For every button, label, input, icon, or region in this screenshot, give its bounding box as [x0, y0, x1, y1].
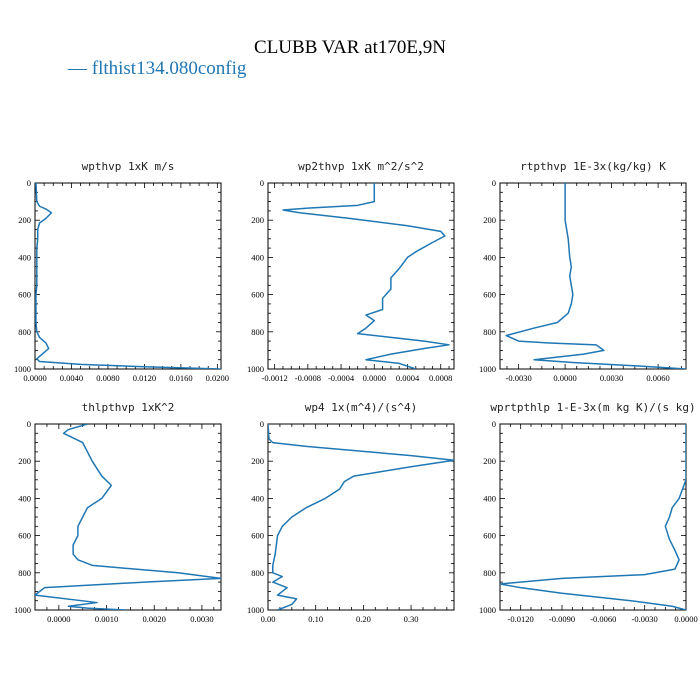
- y-tick-label: 0: [27, 178, 31, 188]
- x-tick-label: -0.0004: [328, 373, 355, 383]
- page-title: CLUBB VAR at170E,9N: [254, 37, 446, 58]
- x-tick-label: -0.0008: [295, 373, 321, 383]
- plot-frame: [34, 182, 222, 370]
- y-tick-label: 400: [483, 252, 496, 262]
- panel-3: rtpthvp 1E-3x(kg/kg) K 0 200 400 600 800 1000-…: [479, 160, 687, 383]
- y-tick-label: 600: [483, 531, 496, 541]
- x-tick-label: 0.00: [261, 614, 276, 624]
- x-tick-label: -0.0090: [549, 614, 575, 624]
- x-tick-label: -0.0012: [262, 373, 288, 383]
- x-tick-label: 0.30: [404, 614, 419, 624]
- series-line: [500, 424, 686, 610]
- y-tick-label: 0: [27, 419, 31, 429]
- x-tick-label: -0.0120: [508, 614, 534, 624]
- x-tick-label: 0.0000: [23, 373, 46, 383]
- x-tick-label: 0.0030: [190, 614, 213, 624]
- y-tick-label: 400: [18, 493, 31, 503]
- y-tick-label: 400: [251, 252, 264, 262]
- panel-2: wp2thvp 1xK m^2/s^202004006008001000-0.0…: [247, 160, 455, 383]
- x-tick-label: 0.0000: [363, 373, 386, 383]
- panel-title: wp2thvp 1xK m^2/s^2: [298, 160, 424, 173]
- y-tick-label: 1000: [479, 605, 496, 615]
- x-tick-label: 0.0004: [396, 373, 420, 383]
- y-tick-label: 800: [251, 327, 264, 337]
- x-tick-label: 0.0120: [133, 373, 156, 383]
- y-tick-label: 1000: [14, 364, 31, 374]
- series-line: [35, 424, 221, 610]
- panel-6: wprtpthlp 1-E-3x(m kg K)/(s kg) 0 200 400 60…: [479, 401, 698, 624]
- x-tick-label: 0.0000: [674, 614, 697, 624]
- y-tick-label: 800: [18, 568, 31, 578]
- y-tick-label: 200: [251, 456, 264, 466]
- legend: — flthist134.080config: [68, 58, 246, 80]
- x-tick-label: 0.0030: [600, 373, 623, 383]
- x-tick-label: -0.0030: [632, 614, 658, 624]
- y-tick-label: 0: [260, 178, 264, 188]
- panel-title: rtpthvp 1E-3x(kg/kg) K: [520, 160, 666, 173]
- y-tick-label: 600: [251, 290, 264, 300]
- panel-4: thlpthvp 1xK^2 0 200 400 600 800 1000 0.0000 0.0…: [14, 401, 222, 624]
- series-line: [505, 183, 686, 369]
- x-tick-label: 0.20: [356, 614, 371, 624]
- legend-label: flthist134.080config: [91, 58, 247, 79]
- legend-line-swatch: —: [68, 58, 87, 79]
- x-tick-label: 0.0040: [60, 373, 83, 383]
- y-tick-label: 800: [483, 327, 496, 337]
- x-tick-label: 0.0060: [646, 373, 669, 383]
- panel-title: thlpthvp 1xK^2: [82, 401, 175, 414]
- x-tick-label: 0.0008: [429, 373, 452, 383]
- y-tick-label: 400: [18, 252, 31, 262]
- x-tick-label: 0.0000: [47, 614, 70, 624]
- series-line: [282, 183, 450, 369]
- y-tick-label: 0: [492, 419, 496, 429]
- x-tick-label: 0.0160: [169, 373, 192, 383]
- y-tick-label: 200: [18, 456, 31, 466]
- y-tick-label: 200: [18, 215, 31, 225]
- series-line: [35, 183, 221, 369]
- series-line: [268, 424, 454, 610]
- x-tick-label: 0.0200: [206, 373, 229, 383]
- y-tick-label: 200: [251, 215, 264, 225]
- y-tick-label: 600: [18, 290, 31, 300]
- plot-frame: [34, 423, 222, 611]
- x-tick-label: 0.0080: [96, 373, 119, 383]
- x-tick-label: 0.0010: [95, 614, 118, 624]
- y-tick-label: 800: [483, 568, 496, 578]
- x-tick-label: 0.0000: [553, 373, 576, 383]
- y-tick-label: 1000: [247, 605, 264, 615]
- y-tick-label: 600: [483, 290, 496, 300]
- y-tick-label: 600: [18, 531, 31, 541]
- x-tick-label: -0.0030: [505, 373, 531, 383]
- y-tick-label: 1000: [14, 605, 31, 615]
- panel-title: wp4 1x(m^4)/(s^4): [305, 401, 418, 414]
- y-tick-label: 1000: [247, 364, 264, 374]
- x-tick-label: -0.0060: [590, 614, 616, 624]
- panel-title: wprtpthlp 1-E-3x(m kg K)/(s kg): [490, 401, 695, 414]
- x-tick-label: 0.10: [308, 614, 323, 624]
- y-tick-label: 200: [483, 456, 496, 466]
- panel-title: wpthvp 1xK m/s: [82, 160, 175, 173]
- y-tick-label: 600: [251, 531, 264, 541]
- y-tick-label: 0: [492, 178, 496, 188]
- y-tick-label: 400: [483, 493, 496, 503]
- y-tick-label: 800: [18, 327, 31, 337]
- y-tick-label: 0: [260, 419, 264, 429]
- y-tick-label: 1000: [479, 364, 496, 374]
- x-tick-label: 0.0020: [143, 614, 166, 624]
- y-tick-label: 800: [251, 568, 264, 578]
- y-tick-label: 200: [483, 215, 496, 225]
- y-tick-label: 400: [251, 493, 264, 503]
